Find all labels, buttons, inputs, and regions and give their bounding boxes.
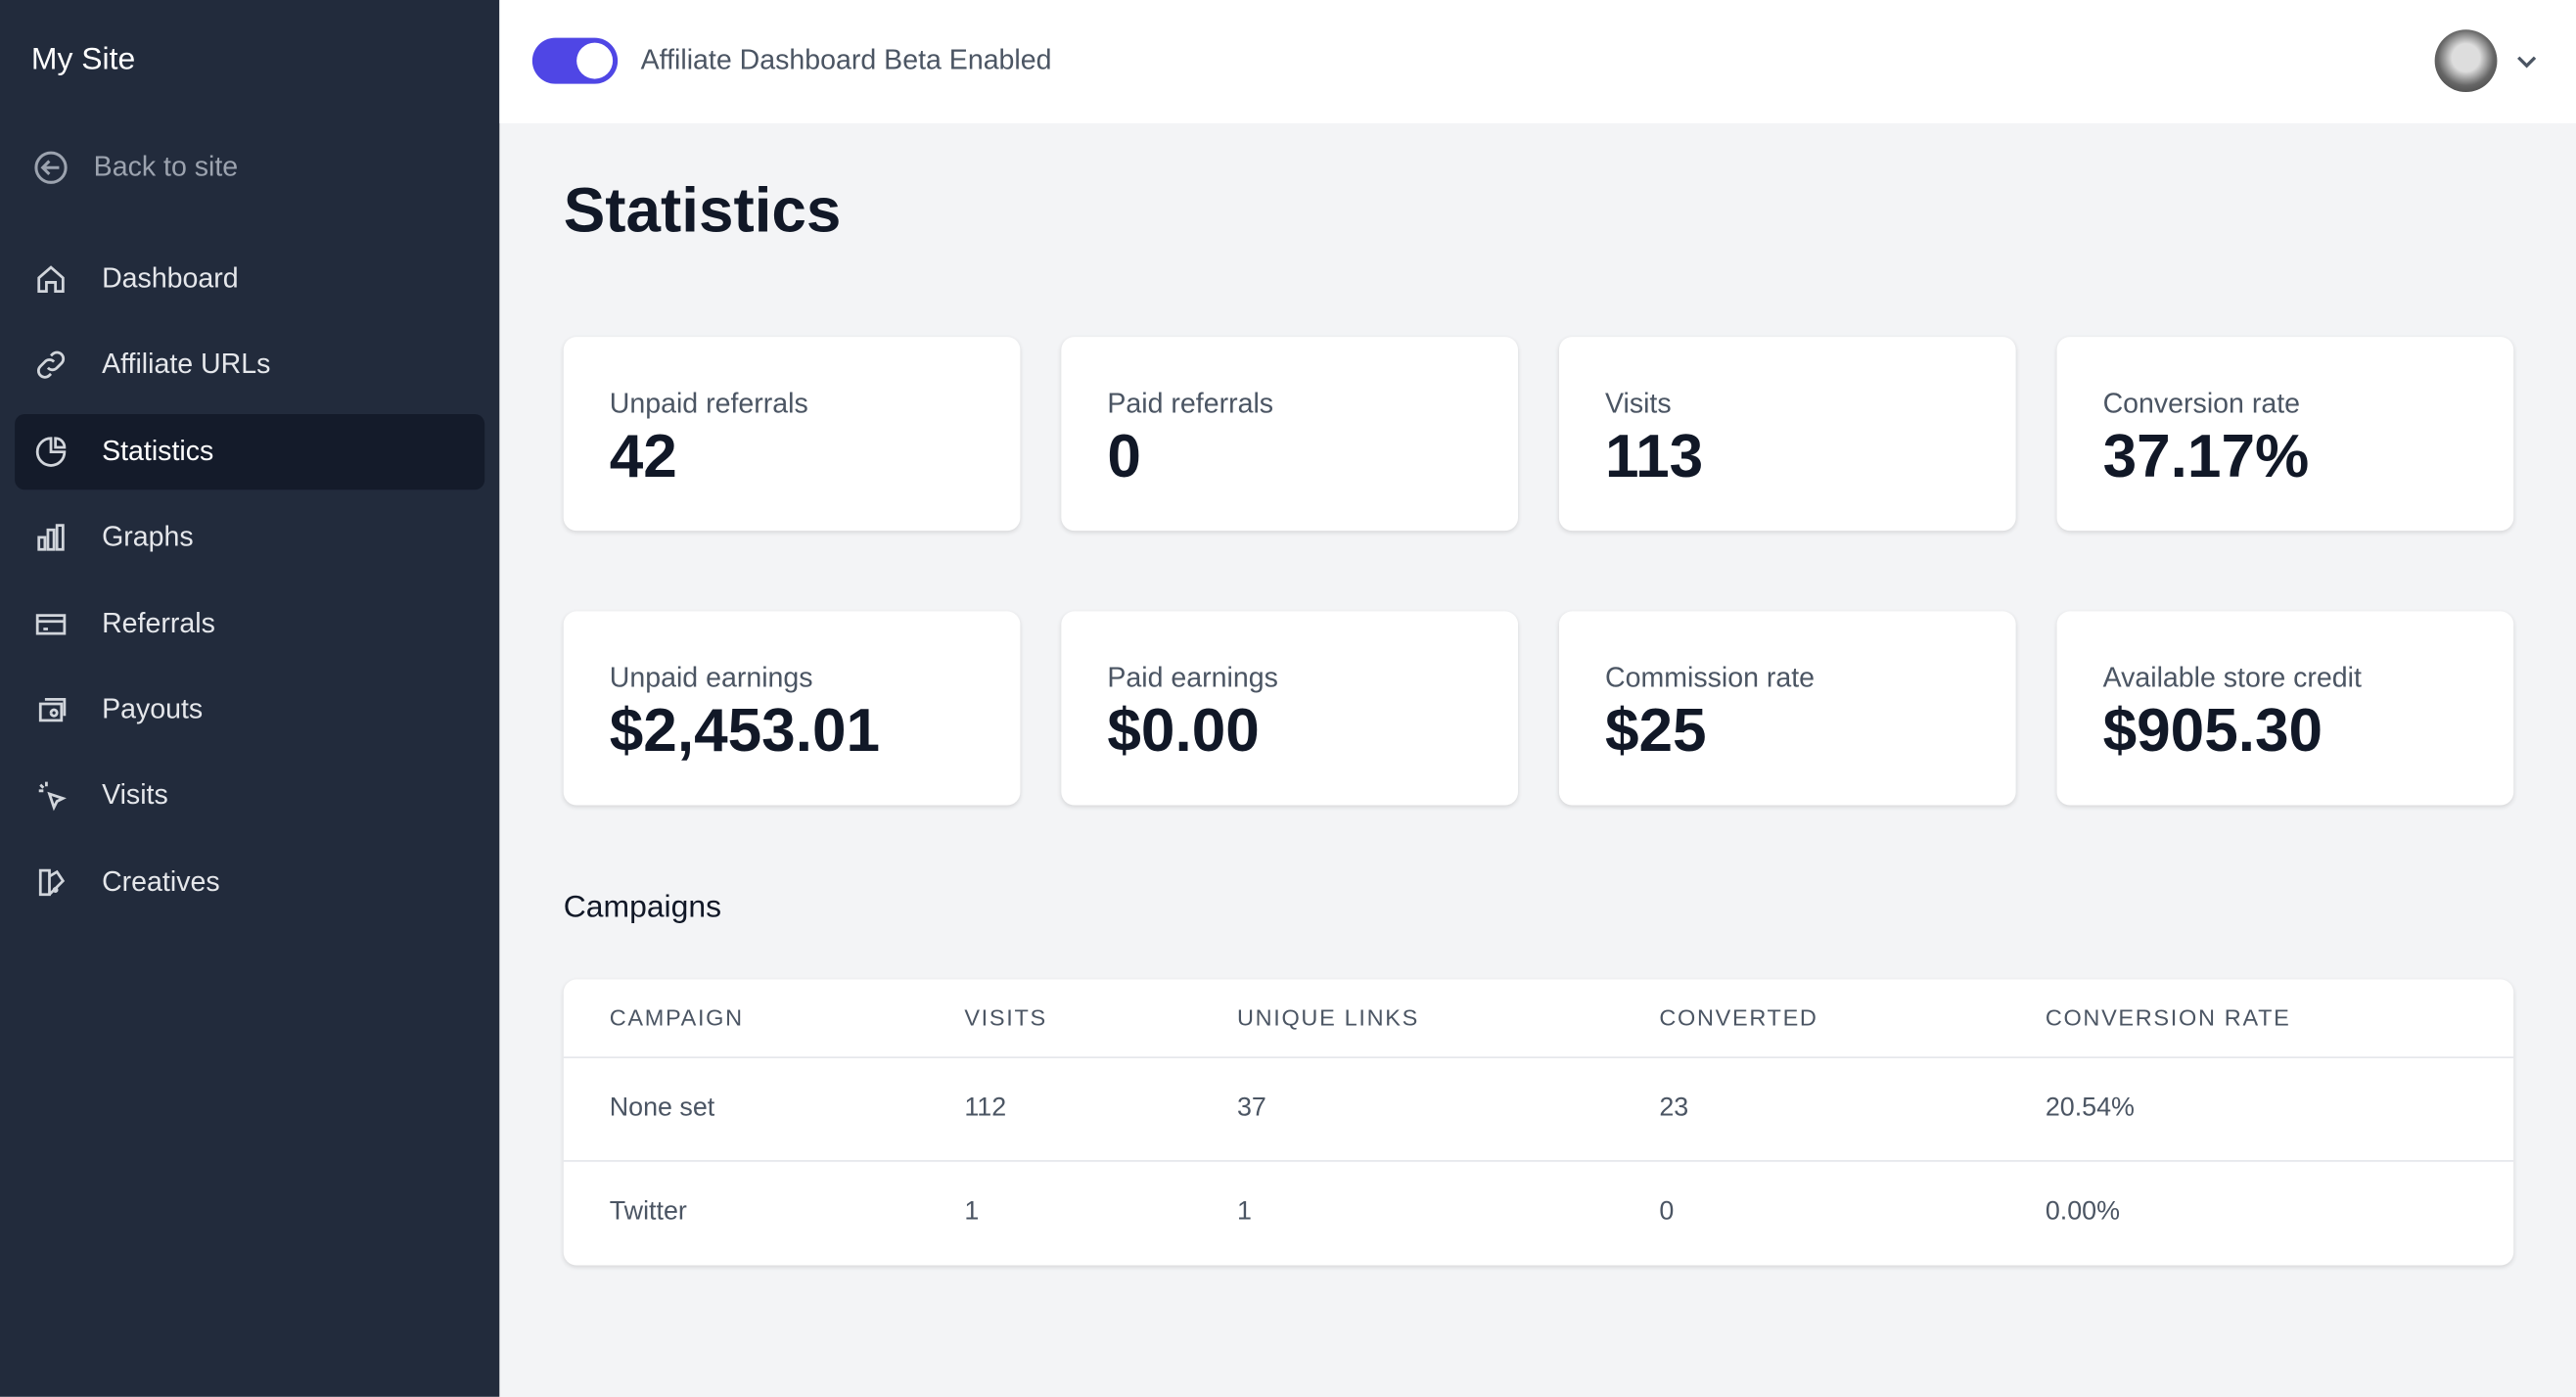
nav-label: Dashboard (102, 262, 239, 295)
table-cell: 1 (964, 1197, 980, 1227)
nav-icon (38, 868, 66, 896)
header: Affiliate Dashboard Beta Enabled (499, 0, 2576, 123)
nav-label: Referrals (102, 607, 215, 639)
stat-label: Unpaid earnings (609, 662, 813, 694)
back-link[interactable]: Back to site (31, 148, 238, 187)
nav-item[interactable]: Graphs (15, 500, 484, 576)
nav-icon (38, 697, 67, 722)
nav-item[interactable]: Visits (15, 758, 484, 833)
stat-value: $905.30 (2102, 696, 2323, 765)
column-header: CAMPAIGN (609, 1003, 744, 1031)
nav-label: Statistics (102, 435, 214, 467)
nav-item[interactable]: Dashboard (15, 242, 484, 317)
stat-card: Paid earnings $0.00 (1061, 611, 1518, 806)
back-text: Back to site (93, 151, 239, 183)
nav-icon (35, 613, 67, 634)
nav-label: Visits (102, 779, 168, 812)
table-cell: 0.00% (2045, 1197, 2120, 1227)
nav-icon (38, 782, 67, 813)
stat-value: $25 (1604, 696, 1707, 765)
site-name[interactable]: My Site (30, 42, 136, 77)
stat-label: Visits (1604, 388, 1672, 420)
nav-label: Creatives (102, 865, 220, 898)
toggle-label: Affiliate Dashboard Beta Enabled (640, 44, 1052, 76)
table-cell: 23 (1659, 1094, 1689, 1123)
row-divider (563, 1160, 2514, 1162)
nav-icon (37, 524, 65, 551)
nav-icon (35, 437, 67, 467)
table-cell: Twitter (609, 1197, 687, 1227)
nav-label: Affiliate URLs (102, 349, 271, 381)
stat-label: Conversion rate (2102, 388, 2301, 420)
column-header: VISITS (964, 1003, 1047, 1031)
back-icon (34, 151, 68, 184)
stat-label: Commission rate (1604, 662, 1816, 694)
stat-card: Paid referrals 0 (1061, 337, 1518, 532)
menu-chevron[interactable] (2513, 48, 2540, 74)
stat-card: Unpaid earnings $2,453.01 (563, 611, 1021, 806)
column-header: UNIQUE LINKS (1236, 1003, 1419, 1031)
avatar[interactable] (2434, 29, 2498, 92)
stat-card: Visits 113 (1558, 337, 2016, 532)
page-title: Statistics (563, 177, 842, 247)
table-cell: 112 (964, 1094, 1007, 1123)
toggle[interactable] (531, 37, 619, 84)
table-cell: 37 (1236, 1094, 1266, 1123)
stat-card: Conversion rate 37.17% (2056, 337, 2514, 532)
table-cell: 20.54% (2045, 1094, 2135, 1123)
nav-icon (37, 351, 66, 380)
stat-label: Available store credit (2102, 662, 2362, 694)
table-cell: None set (609, 1094, 715, 1123)
stat-card: Commission rate $25 (1558, 611, 2016, 806)
stat-value: $0.00 (1107, 696, 1260, 765)
nav-label: Payouts (102, 693, 204, 725)
campaign-table: CAMPAIGN VISITS UNIQUE LINKS CONVERTED CONVE… (563, 979, 2514, 1266)
stat-value: 0 (1107, 422, 1141, 490)
nav-item[interactable]: Affiliate URLs (15, 328, 484, 403)
nav-label: Graphs (102, 521, 194, 553)
nav-icon (37, 265, 65, 294)
nav-item[interactable]: Statistics (15, 413, 485, 489)
stat-value: 113 (1604, 422, 1704, 490)
stat-label: Paid referrals (1107, 388, 1274, 420)
stat-label: Paid earnings (1107, 662, 1278, 694)
stat-value: $2,453.01 (609, 696, 881, 765)
stat-value: 37.17% (2102, 422, 2310, 490)
column-header: CONVERTED (1659, 1003, 1818, 1031)
section-title: Campaigns (563, 890, 722, 926)
sidebar: My Site Back to site Dashboard Affiliate … (0, 0, 500, 1397)
stat-card: Available store credit $905.30 (2056, 611, 2514, 806)
nav-item[interactable]: Referrals (15, 586, 484, 662)
column-header: CONVERSION RATE (2045, 1003, 2291, 1031)
stat-label: Unpaid referrals (609, 388, 808, 420)
nav-item[interactable]: Creatives (15, 844, 484, 919)
row-divider (563, 1056, 2514, 1058)
stat-card: Unpaid referrals 42 (563, 337, 1021, 532)
nav-item[interactable]: Payouts (15, 673, 484, 748)
table-cell: 1 (1236, 1197, 1252, 1227)
table-cell: 0 (1659, 1197, 1675, 1227)
stat-value: 42 (609, 422, 677, 490)
